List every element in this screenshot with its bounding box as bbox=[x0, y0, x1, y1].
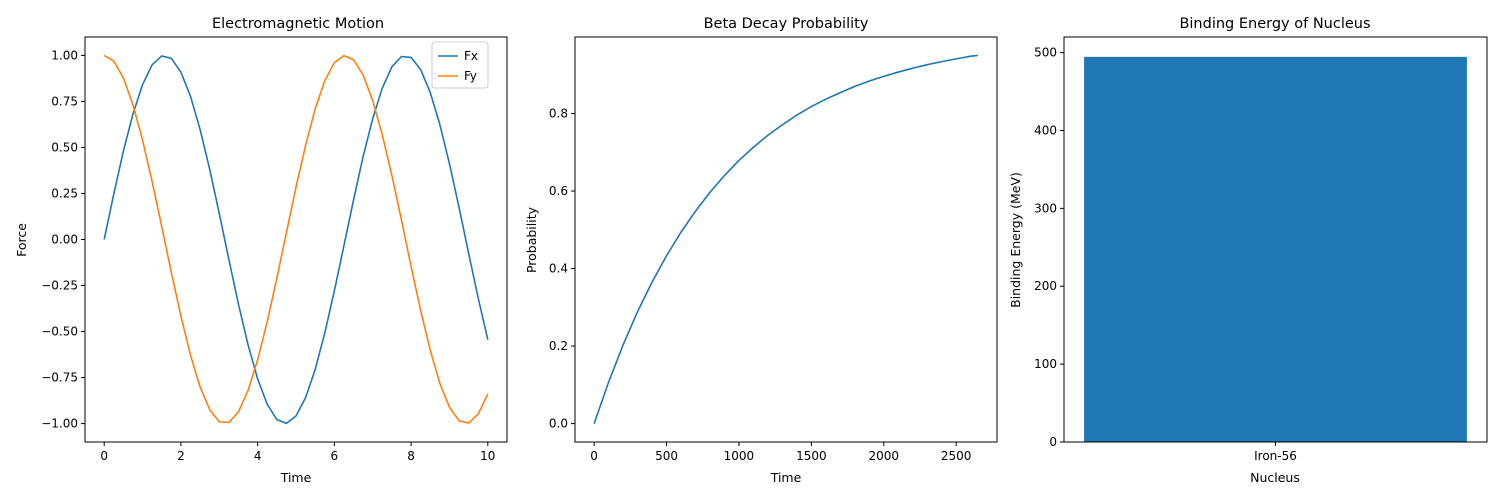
x-axis-label: Time bbox=[770, 470, 802, 485]
axis-ticks: −1.00 −0.75 −0.50 −0.25 0.00 0.25 0.50 0.75 1.00… bbox=[41, 48, 495, 463]
chart-beta-decay-probability: Beta Decay Probability Time Probability … bbox=[524, 16, 998, 485]
chart-title: Beta Decay Probability bbox=[704, 16, 869, 32]
chart-title: Binding Energy of Nucleus bbox=[1179, 16, 1370, 32]
x-tick-label: 0 bbox=[100, 449, 108, 463]
plot-bars bbox=[1084, 56, 1467, 443]
y-tick-label: 0.50 bbox=[51, 140, 78, 154]
x-axis-label: Nucleus bbox=[1250, 470, 1300, 485]
y-tick-label: 0.4 bbox=[549, 262, 568, 276]
y-axis-label: Probability bbox=[524, 206, 539, 273]
x-tick-label: 2500 bbox=[941, 449, 972, 463]
y-tick-label: −0.50 bbox=[41, 325, 78, 339]
y-tick-label: 200 bbox=[1034, 279, 1057, 293]
y-tick-label: 1.00 bbox=[51, 48, 78, 62]
y-tick-label: 0.00 bbox=[51, 233, 78, 247]
y-tick-label: 0.2 bbox=[549, 339, 568, 353]
series-line-fy bbox=[103, 54, 489, 424]
y-tick-label: −1.00 bbox=[41, 417, 78, 431]
chart-title: Electromagnetic Motion bbox=[212, 16, 384, 32]
y-tick-label: 500 bbox=[1034, 46, 1057, 60]
axis-ticks: 0.0 0.2 0.4 0.6 0.8 0 500 1000 1500 2000 2500 bbox=[549, 107, 972, 463]
x-tick-label: 1000 bbox=[724, 449, 755, 463]
y-tick-label: −0.75 bbox=[41, 371, 78, 385]
x-tick-label: Iron-56 bbox=[1254, 449, 1297, 463]
plot-lines bbox=[593, 54, 978, 424]
y-tick-label: 100 bbox=[1034, 357, 1057, 371]
legend-box bbox=[431, 41, 489, 89]
axes-frame bbox=[1063, 36, 1488, 443]
y-tick-label: 0.8 bbox=[549, 107, 568, 121]
x-tick-label: 6 bbox=[331, 449, 339, 463]
series-line-fx bbox=[103, 55, 489, 425]
x-tick-label: 2000 bbox=[868, 449, 899, 463]
y-tick-label: 0.75 bbox=[51, 94, 78, 108]
y-tick-label: 0.25 bbox=[51, 186, 78, 200]
y-tick-label: −0.25 bbox=[41, 279, 78, 293]
axes-frame bbox=[84, 36, 508, 443]
y-axis-label: Force bbox=[14, 223, 29, 257]
y-tick-label: 300 bbox=[1034, 201, 1057, 215]
legend: Fx Fy bbox=[431, 41, 489, 89]
legend-label-fy: Fy bbox=[464, 69, 477, 83]
series-line-1 bbox=[593, 54, 978, 424]
chart-electromagnetic-motion: Electromagnetic Motion Time Force −1.00−… bbox=[14, 16, 508, 485]
x-tick-label: 8 bbox=[407, 449, 415, 463]
legend-label-fx: Fx bbox=[464, 49, 478, 63]
y-tick-label: 0.6 bbox=[549, 184, 568, 198]
x-tick-label: 2 bbox=[177, 449, 185, 463]
plot-lines bbox=[103, 54, 489, 425]
x-axis-label: Time bbox=[280, 470, 312, 485]
bar-iron-56 bbox=[1084, 56, 1467, 443]
x-tick-label: 10 bbox=[480, 449, 495, 463]
x-tick-label: 500 bbox=[655, 449, 678, 463]
y-tick-label: 0.0 bbox=[549, 417, 568, 431]
x-tick-label: 0 bbox=[590, 449, 598, 463]
x-tick-label: 4 bbox=[254, 449, 262, 463]
y-tick-label: 400 bbox=[1034, 123, 1057, 137]
axes-frame bbox=[574, 36, 998, 443]
y-tick-label: 0 bbox=[1049, 435, 1057, 449]
axis-ticks: 0 100 200 300 400 500 Iron-56 bbox=[1034, 46, 1297, 463]
x-tick-label: 1500 bbox=[796, 449, 827, 463]
y-axis-label: Binding Energy (MeV) bbox=[1008, 172, 1023, 308]
chart-binding-energy: Binding Energy of Nucleus Nucleus Bindin… bbox=[1008, 16, 1488, 485]
